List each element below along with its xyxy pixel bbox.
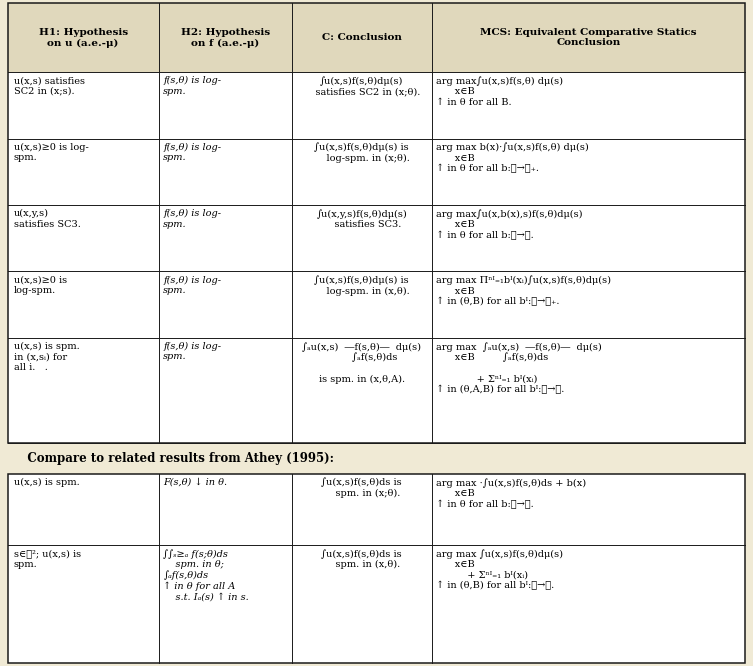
Bar xyxy=(8,72,745,139)
Bar xyxy=(432,3,745,72)
Text: arg max b(x)·∫u(x,s)f(s,θ) dμ(s)
      x∈B
↑ in θ for all b:ℜ→ℜ₊.: arg max b(x)·∫u(x,s)f(s,θ) dμ(s) x∈B ↑ i… xyxy=(436,143,589,173)
Text: u(x,s)≥0 is log-
spm.: u(x,s)≥0 is log- spm. xyxy=(14,143,88,162)
Text: f(s,θ) is log-
spm.: f(s,θ) is log- spm. xyxy=(163,209,221,228)
Text: H2: Hypothesis
on f (a.e.-μ): H2: Hypothesis on f (a.e.-μ) xyxy=(181,28,270,47)
Text: f(s,θ) is log-
spm.: f(s,θ) is log- spm. xyxy=(163,342,221,362)
Text: F(s,θ) ↓ in θ.: F(s,θ) ↓ in θ. xyxy=(163,478,227,487)
Bar xyxy=(8,474,745,663)
Bar xyxy=(8,474,745,545)
Text: MCS: Equivalent Comparative Statics
Conclusion: MCS: Equivalent Comparative Statics Conc… xyxy=(480,28,697,47)
Text: arg max  ∫ₐu(x,s)  ―f(s,θ)―  dμ(s)
      x∈B         ∫ₐf(s,θ)ds

             + : arg max ∫ₐu(x,s) ―f(s,θ)― dμ(s) x∈B ∫ₐf(… xyxy=(436,342,602,394)
Bar xyxy=(8,338,745,443)
Text: ∫∫ₛ≥ₐ f(s;θ)ds
    spm. in θ;
∫ₐf(s,θ)ds
↑ in θ for all A
    s.t. Iₐ(s) ↑ in s.: ∫∫ₛ≥ₐ f(s;θ)ds spm. in θ; ∫ₐf(s,θ)ds ↑ i… xyxy=(163,549,249,602)
Text: ∫u(x,y,s)f(s,θ)dμ(s)
    satisfies SC3.: ∫u(x,y,s)f(s,θ)dμ(s) satisfies SC3. xyxy=(316,209,407,229)
Bar xyxy=(291,3,432,72)
Text: u(x,s) is spm.
in (x,sᵢ) for
all i.   .: u(x,s) is spm. in (x,sᵢ) for all i. . xyxy=(14,342,79,372)
Text: H1: Hypothesis
on u (a.e.-μ): H1: Hypothesis on u (a.e.-μ) xyxy=(38,28,128,47)
Text: ∫u(x,s)f(s,θ)dμ(s) is
    log-spm. in (x;θ).: ∫u(x,s)f(s,θ)dμ(s) is log-spm. in (x;θ). xyxy=(314,143,410,163)
Text: arg max ∫u(x,s)f(s,θ)dμ(s)
      x∈B
          + Σⁿᴵ₌₁ bᴵ(xᵢ)
↑ in (θ,B) for all: arg max ∫u(x,s)f(s,θ)dμ(s) x∈B + Σⁿᴵ₌₁ b… xyxy=(436,549,563,590)
Bar xyxy=(8,3,745,443)
Text: ∫u(x,s)f(s,θ)dμ(s) is
    log-spm. in (x,θ).: ∫u(x,s)f(s,θ)dμ(s) is log-spm. in (x,θ). xyxy=(314,276,410,296)
Text: u(x,s) satisfies
SC2 in (x;s).: u(x,s) satisfies SC2 in (x;s). xyxy=(14,76,84,96)
Bar xyxy=(8,3,159,72)
Bar xyxy=(8,545,745,663)
Text: arg max Πⁿᴵ₌₁bᴵ(xᵢ)∫u(x,s)f(s,θ)dμ(s)
      x∈B
↑ in (θ,B) for all bᴵ:ℜ→ℜ₊.: arg max Πⁿᴵ₌₁bᴵ(xᵢ)∫u(x,s)f(s,θ)dμ(s) x∈… xyxy=(436,276,611,306)
Text: u(x,y,s)
satisfies SC3.: u(x,y,s) satisfies SC3. xyxy=(14,209,81,228)
Bar xyxy=(159,3,291,72)
Bar xyxy=(8,272,745,338)
Text: arg max∫u(x,b(x),s)f(s,θ)dμ(s)
      x∈B
↑ in θ for all b:ℜ→ℜ.: arg max∫u(x,b(x),s)f(s,θ)dμ(s) x∈B ↑ in … xyxy=(436,209,583,240)
Text: ∫ₐu(x,s)  ―f(s,θ)―  dμ(s)
        ∫ₐf(s,θ)ds

is spm. in (x,θ,A).: ∫ₐu(x,s) ―f(s,θ)― dμ(s) ∫ₐf(s,θ)ds is sp… xyxy=(302,342,421,384)
Bar xyxy=(8,72,745,443)
Text: arg max ·∫u(x,s)f(s,θ)ds + b(x)
      x∈B
↑ in θ for all b:ℜ→ℜ.: arg max ·∫u(x,s)f(s,θ)ds + b(x) x∈B ↑ in… xyxy=(436,478,587,509)
Text: arg max∫u(x,s)f(s,θ) dμ(s)
      x∈B
↑ in θ for all B.: arg max∫u(x,s)f(s,θ) dμ(s) x∈B ↑ in θ fo… xyxy=(436,76,563,107)
Bar xyxy=(8,139,745,205)
Text: f(s,θ) is log-
spm.: f(s,θ) is log- spm. xyxy=(163,143,221,162)
Text: Compare to related results from Athey (1995):: Compare to related results from Athey (1… xyxy=(15,452,334,465)
Bar xyxy=(8,205,745,272)
Text: ∫u(x,s)f(s,θ)dμ(s)
    satisfies SC2 in (x;θ).: ∫u(x,s)f(s,θ)dμ(s) satisfies SC2 in (x;θ… xyxy=(303,76,420,97)
Text: ∫u(x,s)f(s,θ)ds is
    spm. in (x;θ).: ∫u(x,s)f(s,θ)ds is spm. in (x;θ). xyxy=(322,478,402,498)
Text: f(s,θ) is log-
spm.: f(s,θ) is log- spm. xyxy=(163,76,221,96)
Text: u(x,s) is spm.: u(x,s) is spm. xyxy=(14,478,79,487)
Bar xyxy=(8,3,745,72)
Text: u(x,s)≥0 is
log-spm.: u(x,s)≥0 is log-spm. xyxy=(14,276,67,295)
Text: s∈ℜ²; u(x,s) is
spm.: s∈ℜ²; u(x,s) is spm. xyxy=(14,549,81,569)
Text: f(s,θ) is log-
spm.: f(s,θ) is log- spm. xyxy=(163,276,221,295)
Text: C: Conclusion: C: Conclusion xyxy=(322,33,401,42)
Text: ∫u(x,s)f(s,θ)ds is
    spm. in (x,θ).: ∫u(x,s)f(s,θ)ds is spm. in (x,θ). xyxy=(322,549,402,569)
